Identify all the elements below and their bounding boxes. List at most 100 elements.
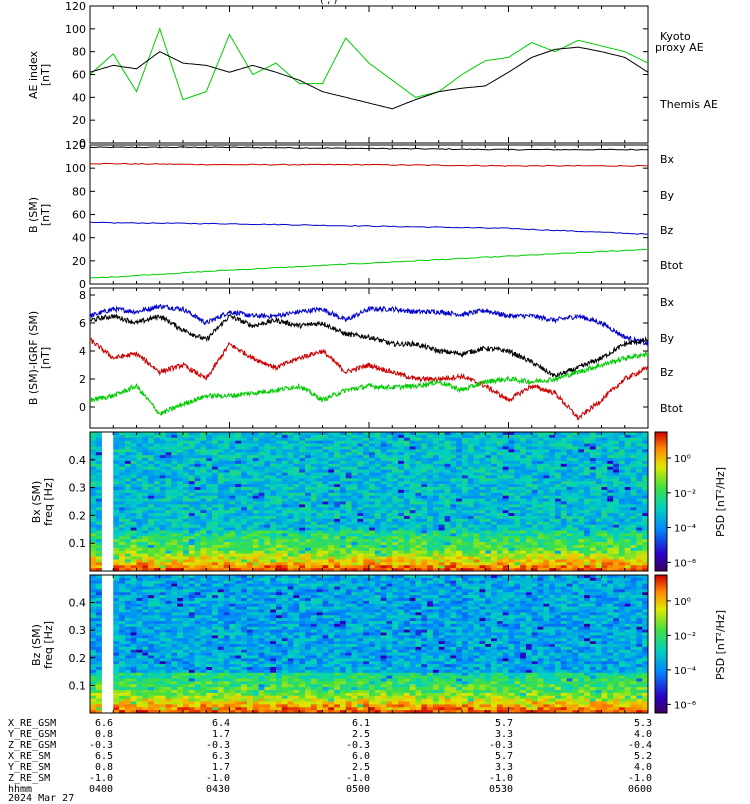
spectrogram-cell xyxy=(625,473,631,476)
spectrogram-cell xyxy=(195,441,201,444)
spectrogram-cell xyxy=(166,528,172,531)
spectrogram-cell xyxy=(183,470,189,473)
spectrogram-cell xyxy=(299,461,305,464)
spectrogram-cell xyxy=(445,513,451,516)
spectrogram-cell xyxy=(625,530,631,533)
spectrogram-cell xyxy=(479,490,485,493)
spectrogram-cell xyxy=(381,565,387,568)
spectrogram-cell xyxy=(543,530,549,533)
spectrogram-cell xyxy=(90,696,96,699)
spectrogram-cell xyxy=(183,490,189,493)
spectrogram-cell xyxy=(160,519,166,522)
spectrogram-cell xyxy=(631,458,637,461)
spectrogram-cell xyxy=(468,496,474,499)
spectrogram-cell xyxy=(561,528,567,531)
spectrogram-cell xyxy=(456,539,462,542)
spectrogram-cell xyxy=(224,554,230,557)
spectrogram-cell xyxy=(439,519,445,522)
spectrogram-cell xyxy=(392,502,398,505)
spectrogram-cell xyxy=(154,525,160,528)
spectrogram-cell xyxy=(427,522,433,525)
spectrogram-cell xyxy=(171,452,177,455)
spectrogram-cell xyxy=(485,545,491,548)
spectrogram-cell xyxy=(200,464,206,467)
spectrogram-cell xyxy=(305,473,311,476)
spectrogram-cell xyxy=(590,467,596,470)
spectrogram-cell xyxy=(177,502,183,505)
spectrogram-cell xyxy=(206,444,212,447)
spectrogram-cell xyxy=(468,473,474,476)
spectrogram-cell xyxy=(474,449,480,452)
spectrogram-cell xyxy=(386,539,392,542)
spectrogram-cell xyxy=(607,490,613,493)
spectrogram-cell xyxy=(293,525,299,528)
spectrogram-cell xyxy=(625,551,631,554)
spectrogram-cell xyxy=(497,455,503,458)
spectrogram-cell xyxy=(264,565,270,568)
spectrogram-cell xyxy=(311,525,317,528)
spectrogram-cell xyxy=(299,522,305,525)
spectrogram-cell xyxy=(631,493,637,496)
spectrogram-cell xyxy=(514,481,520,484)
spectrogram-cell xyxy=(543,551,549,554)
spectrogram-cell xyxy=(404,516,410,519)
spectrogram-cell xyxy=(259,441,265,444)
spectrogram-cell xyxy=(520,473,526,476)
spectrogram-cell xyxy=(602,504,608,507)
spectrogram-cell xyxy=(398,449,404,452)
spectrogram-cell xyxy=(474,493,480,496)
spectrogram-cell xyxy=(171,557,177,560)
spectrogram-cell xyxy=(137,470,143,473)
spectrogram-cell xyxy=(538,504,544,507)
spectrogram-cell xyxy=(456,542,462,545)
spectrogram-cell xyxy=(96,704,102,707)
spectrogram-cell xyxy=(416,458,422,461)
spectrogram-cell xyxy=(328,446,334,449)
spectrogram-cell xyxy=(241,435,247,438)
spectrogram-cell xyxy=(468,510,474,513)
spectrogram-cell xyxy=(375,562,381,565)
spectrogram-cell xyxy=(619,548,625,551)
legend-proxy-ae: proxy AE xyxy=(655,41,704,54)
spectrogram-cell xyxy=(224,542,230,545)
spectrogram-cell xyxy=(334,525,340,528)
spectrogram-cell xyxy=(421,438,427,441)
spectrogram-cell xyxy=(450,559,456,562)
dbsm-yunit: [nT] xyxy=(39,347,52,369)
spectrogram-cell xyxy=(491,536,497,539)
spectrogram-cell xyxy=(520,467,526,470)
spectrogram-cell xyxy=(450,502,456,505)
spectrogram-cell xyxy=(619,522,625,525)
spectrogram-cell xyxy=(503,554,509,557)
spectrogram-cell xyxy=(305,516,311,519)
spectrogram-cell xyxy=(212,461,218,464)
spectrogram-cell xyxy=(404,481,410,484)
spectrogram-cell xyxy=(375,470,381,473)
spectrogram-cell xyxy=(218,449,224,452)
spectrogram-cell xyxy=(433,484,439,487)
spectrogram-cell xyxy=(433,441,439,444)
spectrogram-cell xyxy=(602,565,608,568)
spectrogram-cell xyxy=(602,458,608,461)
spectrogram-cell xyxy=(288,516,294,519)
spectrogram-cell xyxy=(386,478,392,481)
spectrogram-cell xyxy=(247,533,253,536)
spectrogram-cell xyxy=(456,548,462,551)
spectrogram-cell xyxy=(538,473,544,476)
spectrogram-cell xyxy=(549,562,555,565)
spectrogram-cell xyxy=(154,464,160,467)
spectrogram-cell xyxy=(456,446,462,449)
spectrogram-cell xyxy=(462,467,468,470)
spectrogram-cell xyxy=(357,444,363,447)
spectrogram-cell xyxy=(532,444,538,447)
spectrogram-cell xyxy=(520,464,526,467)
spectrogram-cell xyxy=(386,473,392,476)
spectrogram-cell xyxy=(398,502,404,505)
spectrogram-cell xyxy=(427,557,433,560)
spectrogram-cell xyxy=(526,475,532,478)
spectrogram-cell xyxy=(450,562,456,565)
spectrogram-cell xyxy=(113,548,119,551)
spectrogram-cell xyxy=(177,435,183,438)
spectrogram-cell xyxy=(183,559,189,562)
spectrogram-cell xyxy=(195,557,201,560)
